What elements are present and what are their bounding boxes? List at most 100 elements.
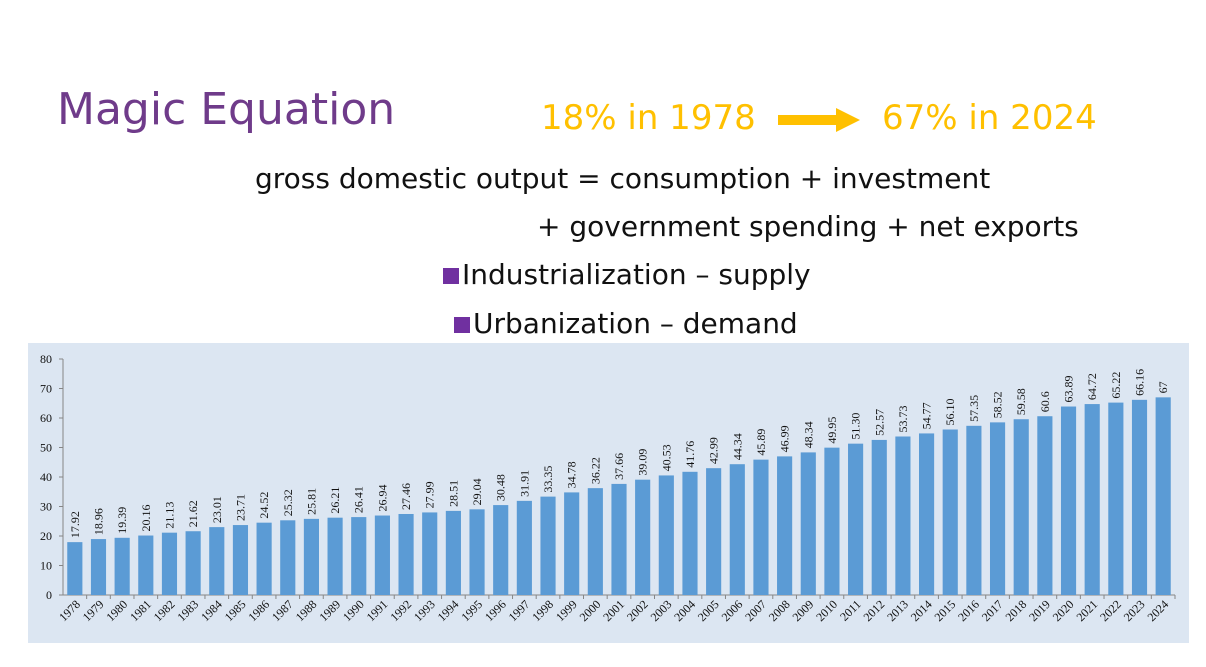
x-tick-label-1997: 1997 — [506, 597, 533, 624]
data-label-1997: 31.91 — [517, 470, 531, 497]
bar-2011 — [848, 443, 864, 595]
x-tick-label-2008: 2008 — [766, 597, 793, 624]
bar-2007 — [753, 459, 769, 595]
x-tick-label-2005: 2005 — [695, 597, 722, 624]
x-tick-label-2015: 2015 — [931, 597, 958, 624]
equation-line-1: gross domestic output = consumption + in… — [255, 162, 991, 195]
bar-2006 — [729, 464, 745, 595]
y-tick-label: 0 — [46, 588, 52, 602]
bar-2008 — [777, 456, 793, 595]
x-tick-label-1989: 1989 — [316, 597, 343, 624]
data-label-1989: 26.21 — [328, 487, 342, 514]
bar-1992 — [398, 513, 414, 595]
x-tick-label-2019: 2019 — [1026, 597, 1053, 624]
data-label-1979: 18.96 — [91, 508, 105, 535]
x-tick-label-1991: 1991 — [364, 597, 391, 624]
data-label-2000: 36.22 — [588, 457, 602, 484]
x-tick-label-2014: 2014 — [908, 597, 935, 624]
bar-1990 — [351, 517, 367, 595]
bar-1985 — [232, 525, 249, 595]
x-tick-label-2020: 2020 — [1050, 597, 1077, 624]
bar-1989 — [327, 517, 343, 595]
data-label-1990: 26.41 — [352, 486, 366, 513]
square-bullet-icon — [454, 316, 470, 333]
data-label-1999: 34.78 — [565, 461, 579, 488]
x-tick-label-1999: 1999 — [553, 597, 580, 624]
bar-2021 — [1084, 404, 1100, 595]
bullet-text: Industrialization – supply — [462, 258, 811, 291]
data-label-2012: 52.57 — [872, 409, 886, 436]
data-label-2008: 46.99 — [778, 425, 792, 452]
x-tick-label-1987: 1987 — [269, 597, 296, 624]
x-tick-label-2000: 2000 — [577, 597, 604, 624]
x-tick-label-2003: 2003 — [648, 597, 675, 624]
data-label-1987: 25.32 — [281, 489, 295, 516]
bar-1987 — [280, 520, 296, 595]
data-label-2014: 54.77 — [920, 402, 934, 429]
x-tick-label-1984: 1984 — [198, 597, 225, 624]
y-tick-label: 20 — [40, 529, 52, 543]
bar-1986 — [256, 522, 272, 595]
slide-title: Magic Equation — [57, 84, 396, 135]
bar-1993 — [422, 512, 438, 595]
bar-1991 — [374, 515, 390, 595]
bullet-text: Urbanization – demand — [473, 307, 798, 340]
x-tick-label-2007: 2007 — [742, 597, 769, 624]
x-tick-label-2010: 2010 — [813, 597, 840, 624]
bar-2010 — [824, 447, 840, 595]
data-label-2011: 51.30 — [849, 413, 863, 440]
data-label-1993: 27.99 — [423, 481, 437, 508]
x-tick-label-1985: 1985 — [222, 597, 249, 624]
data-label-1986: 24.52 — [257, 492, 271, 519]
x-tick-label-2023: 2023 — [1121, 597, 1148, 624]
y-tick-label: 30 — [40, 500, 52, 514]
bar-2020 — [1060, 406, 1077, 595]
bar-1998 — [540, 496, 556, 595]
bar-1978 — [67, 542, 83, 595]
data-label-1985: 23.71 — [233, 494, 247, 521]
urbanization-bar-chart: 0 10 20 30 40 50 60 70 80 17.92 1978 18.96 1979 19.39… — [28, 343, 1189, 643]
data-label-2002: 39.09 — [636, 449, 650, 476]
bar-1995 — [469, 509, 485, 595]
bar-2009 — [800, 452, 816, 595]
bar-2013 — [895, 436, 911, 595]
data-label-2022: 65.22 — [1109, 372, 1123, 399]
data-label-2021: 64.72 — [1085, 373, 1099, 400]
x-tick-label-1978: 1978 — [56, 597, 83, 624]
bar-1981 — [138, 535, 154, 595]
stat-to: 67% in 2024 — [882, 98, 1097, 138]
x-tick-label-1990: 1990 — [340, 597, 367, 624]
bar-2015 — [942, 429, 958, 595]
data-label-2005: 42.99 — [707, 437, 721, 464]
bar-2003 — [658, 475, 674, 595]
square-bullet-icon — [443, 267, 459, 284]
data-label-1992: 27.46 — [399, 483, 413, 510]
x-tick-label-2016: 2016 — [955, 597, 982, 624]
x-tick-label-2002: 2002 — [624, 597, 651, 624]
data-label-2004: 41.76 — [683, 441, 697, 468]
bar-1988 — [303, 518, 319, 595]
bar-2004 — [682, 471, 698, 595]
x-tick-label-2013: 2013 — [884, 597, 911, 624]
data-label-1998: 33.35 — [541, 466, 555, 493]
x-tick-label-2006: 2006 — [719, 597, 746, 624]
x-tick-label-2001: 2001 — [600, 597, 627, 624]
bar-2016 — [966, 425, 982, 595]
x-tick-label-2012: 2012 — [861, 597, 888, 624]
data-label-1991: 26.94 — [375, 485, 389, 512]
x-tick-label-2022: 2022 — [1097, 597, 1124, 624]
bar-2012 — [871, 439, 887, 595]
data-label-1981: 20.16 — [139, 505, 153, 532]
x-tick-label-1994: 1994 — [435, 597, 462, 624]
x-tick-label-1988: 1988 — [293, 597, 320, 624]
x-tick-label-2011: 2011 — [837, 597, 864, 624]
x-tick-label-1996: 1996 — [482, 597, 509, 624]
data-label-1983: 21.62 — [186, 500, 200, 527]
bar-1984 — [209, 527, 225, 595]
x-tick-label-2017: 2017 — [979, 597, 1006, 624]
x-tick-label-2018: 2018 — [1002, 597, 1029, 624]
y-tick-label: 50 — [40, 441, 52, 455]
x-tick-label-1982: 1982 — [151, 597, 178, 624]
data-label-2003: 40.53 — [659, 444, 673, 471]
x-tick-label-2024: 2024 — [1144, 597, 1171, 624]
